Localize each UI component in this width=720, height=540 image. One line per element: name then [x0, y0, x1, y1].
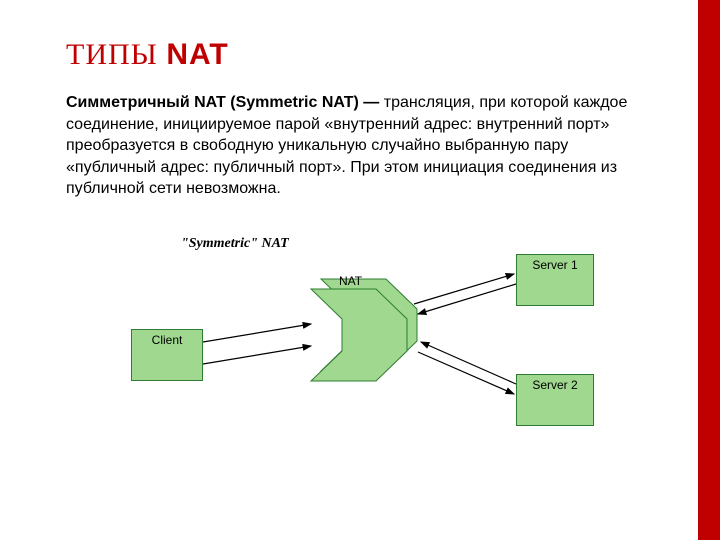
node-server1: Server 1: [516, 254, 594, 306]
slide-title: ТИПЫ NAT: [66, 38, 654, 72]
node-nat-label: NAT: [339, 274, 363, 288]
node-server2-label: Server 2: [532, 378, 577, 392]
title-part1: ТИПЫ: [66, 38, 166, 71]
diagram-title: "Symmetric" NAT: [181, 236, 289, 252]
body-paragraph: Симметричный NAT (Symmetric NAT) — транс…: [66, 92, 654, 200]
nat-diagram: "Symmetric" NAT Client Server 1 Server 2…: [66, 224, 626, 454]
slide-content: ТИПЫ NAT Симметричный NAT (Symmetric NAT…: [0, 0, 720, 454]
title-part2: NAT: [166, 38, 228, 71]
node-server1-label: Server 1: [532, 258, 577, 272]
node-client-label: Client: [152, 333, 183, 347]
paragraph-lead: Симметричный NAT (Symmetric NAT) —: [66, 94, 384, 111]
node-server2: Server 2: [516, 374, 594, 426]
node-client: Client: [131, 329, 203, 381]
